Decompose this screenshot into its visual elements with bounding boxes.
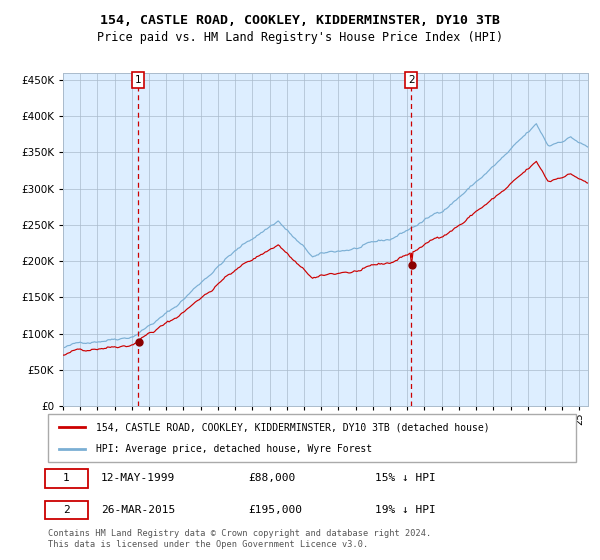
Text: £88,000: £88,000 [248,473,296,483]
Text: 2: 2 [63,505,70,515]
Text: 2: 2 [408,75,415,85]
Text: 26-MAR-2015: 26-MAR-2015 [101,505,175,515]
Text: HPI: Average price, detached house, Wyre Forest: HPI: Average price, detached house, Wyre… [95,444,371,454]
Text: 12-MAY-1999: 12-MAY-1999 [101,473,175,483]
Text: 1: 1 [63,473,70,483]
FancyBboxPatch shape [46,501,88,520]
FancyBboxPatch shape [46,469,88,488]
Text: 154, CASTLE ROAD, COOKLEY, KIDDERMINSTER, DY10 3TB: 154, CASTLE ROAD, COOKLEY, KIDDERMINSTER… [100,14,500,27]
FancyBboxPatch shape [48,414,576,462]
Text: 154, CASTLE ROAD, COOKLEY, KIDDERMINSTER, DY10 3TB (detached house): 154, CASTLE ROAD, COOKLEY, KIDDERMINSTER… [95,422,489,432]
Text: Price paid vs. HM Land Registry's House Price Index (HPI): Price paid vs. HM Land Registry's House … [97,31,503,44]
Text: Contains HM Land Registry data © Crown copyright and database right 2024.
This d: Contains HM Land Registry data © Crown c… [48,529,431,549]
Text: 15% ↓ HPI: 15% ↓ HPI [376,473,436,483]
Text: £195,000: £195,000 [248,505,302,515]
Text: 19% ↓ HPI: 19% ↓ HPI [376,505,436,515]
Text: 1: 1 [135,75,142,85]
